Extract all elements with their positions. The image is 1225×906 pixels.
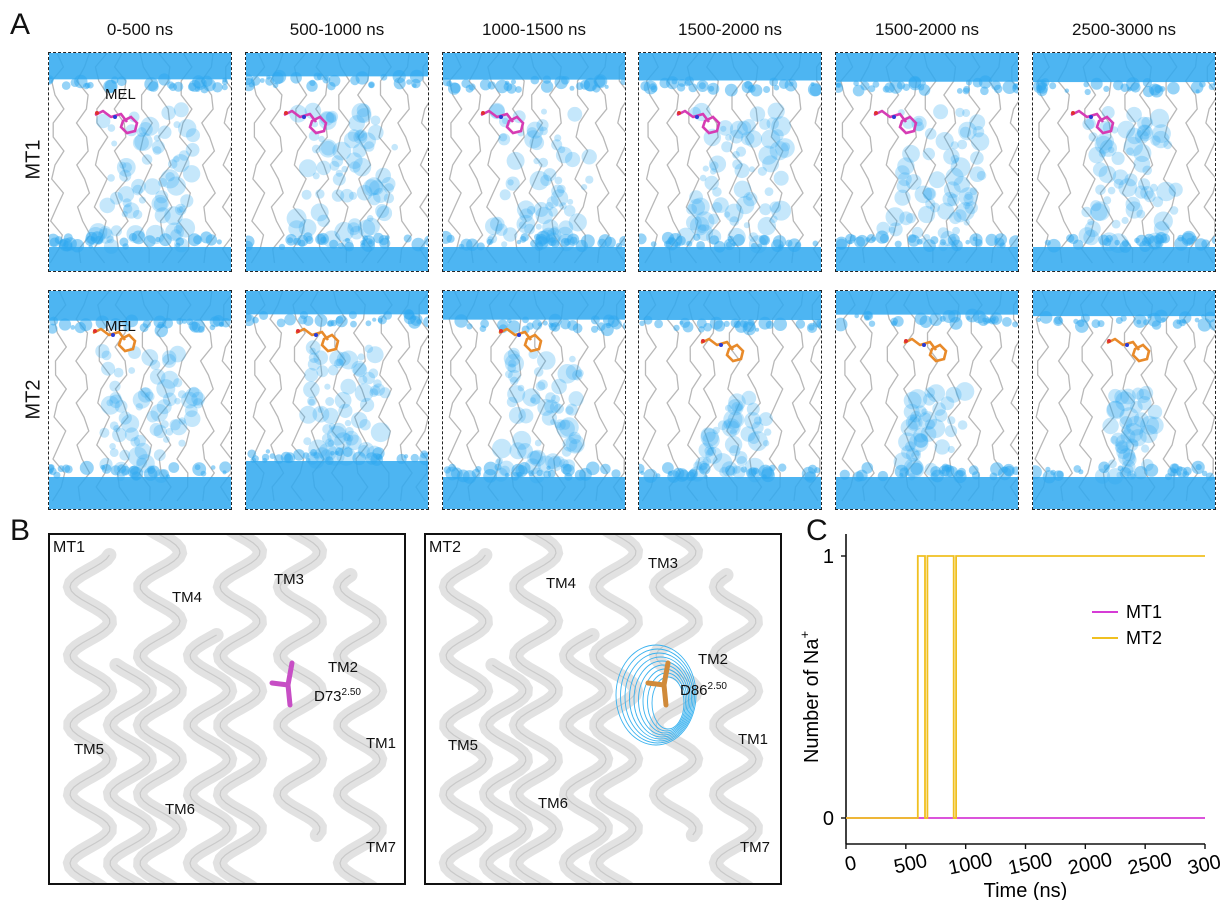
- snapshot-frame-mt1-6: [1032, 52, 1216, 272]
- structure-title-mt2: MT2: [429, 539, 461, 556]
- helix-outline: [485, 664, 527, 883]
- helix-cartoon-mt2: [438, 535, 764, 883]
- helix-label-tm2-right: TM2: [698, 651, 728, 668]
- column-header-2: 500-1000 ns: [289, 20, 385, 39]
- aspartate-residue: [645, 660, 671, 708]
- column-header-1: 0-500 ns: [106, 20, 174, 39]
- helix-outline: [445, 554, 487, 883]
- helix-label-tm3: TM3: [274, 571, 304, 588]
- structure-view-mt1: MT1 TM1 TM2 TM3 TM4 TM5 TM6 TM7 D732.50: [48, 533, 406, 885]
- helix-outline: [109, 664, 151, 883]
- snapshot-frame-mt1-1: [48, 52, 232, 272]
- x-tick-label: 2500: [1126, 849, 1174, 880]
- panel-letter-a: A: [10, 8, 31, 41]
- helix-trace: [49, 53, 65, 264]
- x-tick-label: 2000: [1066, 849, 1114, 880]
- structure-title-mt1: MT1: [53, 539, 85, 556]
- snapshot-frame-mt2-1: [48, 290, 232, 510]
- helix-outline: [219, 535, 261, 883]
- helix-cartoon-mt1: [62, 535, 388, 883]
- snapshot-frame-mt1-5: [835, 52, 1019, 272]
- density-mesh: [629, 656, 692, 740]
- panel-letter-b: B: [10, 514, 31, 547]
- snapshot-frame-mt1-3: [442, 52, 626, 272]
- helix-label-tm2: TM2: [328, 659, 358, 676]
- y-axis-label-superscript: +: [797, 631, 812, 639]
- helix-trace: [419, 53, 428, 263]
- helix-label-tm5: TM5: [74, 741, 104, 758]
- column-header-3: 1000-1500 ns: [482, 20, 586, 39]
- legend-label-mt1: MT1: [1126, 602, 1162, 622]
- y-tick-label: 1: [823, 546, 834, 568]
- helix-label-tm4: TM4: [172, 589, 202, 606]
- column-header-4: 1500-2000 ns: [678, 20, 782, 39]
- residue-label-mt2: D862.50: [680, 681, 727, 699]
- snapshot-frame-mt2-6: [1032, 290, 1216, 510]
- helix-label-tm1-right: TM1: [738, 731, 768, 748]
- density-mesh: [620, 648, 695, 744]
- helix-outline: [139, 535, 181, 883]
- density-mesh: [651, 676, 685, 730]
- y-axis-label: Number of Na+: [797, 631, 823, 763]
- panel-letter-c: C: [806, 514, 828, 547]
- helix-outline: [655, 535, 697, 836]
- snapshot-frame-mt2-3: [442, 290, 626, 510]
- helix-label-tm4-right: TM4: [546, 575, 576, 592]
- row-label-mt2: MT2: [22, 379, 45, 420]
- x-tick-label: 1000: [946, 849, 994, 880]
- helix-trace: [376, 53, 392, 264]
- snapshot-frame-mt2-2: [245, 290, 429, 510]
- helix-label-tm6: TM6: [165, 801, 195, 818]
- snapshot-frame-mt2-4: [638, 290, 822, 510]
- helix-outline: [339, 574, 381, 883]
- row-label-mt1: MT1: [22, 139, 45, 180]
- helix-outline: [279, 535, 321, 836]
- helix-outline: [69, 554, 111, 883]
- residue-label-mt1: D732.50: [314, 687, 361, 705]
- sodium-count-chart: 0 1 0 500 1000 1500 2000 2500 3000 Time (ns) Numbe…: [797, 534, 1220, 900]
- helix-label-tm3-right: TM3: [648, 555, 678, 572]
- density-mesh: [624, 652, 694, 742]
- helix-outline: [189, 634, 231, 883]
- structure-view-mt2: MT2 TM1 TM2 TM3 TM4 TM5 TM6 TM7 D862.50: [424, 533, 782, 885]
- helix-outline: [565, 634, 607, 883]
- column-header-6: 2500-3000 ns: [1072, 20, 1176, 39]
- helix-outline: [715, 574, 757, 883]
- snapshot-frame-mt1-4: [638, 52, 822, 272]
- x-tick-label: 500: [892, 850, 929, 878]
- x-tick-label: 3000: [1186, 849, 1220, 880]
- y-tick-label: 0: [823, 808, 834, 830]
- x-tick-label: 0: [843, 852, 858, 876]
- density-mesh: [633, 660, 691, 738]
- x-tick-label: 1500: [1006, 849, 1054, 880]
- density-mesh: [638, 664, 689, 736]
- legend-label-mt2: MT2: [1126, 628, 1162, 648]
- helix-label-tm6-right: TM6: [538, 795, 568, 812]
- helix-outline: [515, 535, 557, 883]
- column-header-5: 1500-2000 ns: [875, 20, 979, 39]
- helix-label-tm7-right: TM7: [740, 839, 770, 856]
- snapshot-frame-mt2-5: [835, 290, 1019, 510]
- series-line-mt2: [846, 555, 1205, 819]
- helix-label-tm5-right: TM5: [448, 737, 478, 754]
- mel-label-mt1: MEL: [105, 86, 136, 103]
- helix-label-tm1: TM1: [366, 735, 396, 752]
- x-axis-label: Time (ns): [984, 880, 1068, 900]
- density-mesh: [615, 644, 697, 746]
- helix-label-tm7: TM7: [366, 839, 396, 856]
- mel-label-mt2: MEL: [105, 318, 136, 335]
- helix-trace: [1056, 53, 1073, 264]
- aspartate-residue: [269, 660, 295, 708]
- snapshot-frame-mt1-2: [245, 52, 429, 272]
